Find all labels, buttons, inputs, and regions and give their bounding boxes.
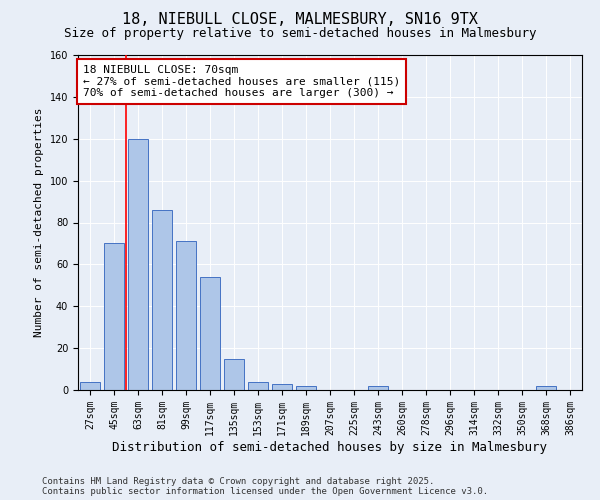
Bar [104,244,124,390]
Bar [368,386,388,390]
Bar [224,358,244,390]
Bar [536,386,556,390]
Bar [296,386,316,390]
Y-axis label: Number of semi-detached properties: Number of semi-detached properties [34,108,44,337]
Text: 18, NIEBULL CLOSE, MALMESBURY, SN16 9TX: 18, NIEBULL CLOSE, MALMESBURY, SN16 9TX [122,12,478,28]
Text: Contains HM Land Registry data © Crown copyright and database right 2025.
Contai: Contains HM Land Registry data © Crown c… [42,476,488,496]
Bar [248,382,268,390]
Text: 18 NIEBULL CLOSE: 70sqm
← 27% of semi-detached houses are smaller (115)
70% of s: 18 NIEBULL CLOSE: 70sqm ← 27% of semi-de… [83,65,400,98]
Bar [272,384,292,390]
Bar [176,242,196,390]
Bar [152,210,172,390]
Bar [80,382,100,390]
Bar [128,138,148,390]
X-axis label: Distribution of semi-detached houses by size in Malmesbury: Distribution of semi-detached houses by … [113,440,548,454]
Text: Size of property relative to semi-detached houses in Malmesbury: Size of property relative to semi-detach… [64,28,536,40]
Bar [200,277,220,390]
